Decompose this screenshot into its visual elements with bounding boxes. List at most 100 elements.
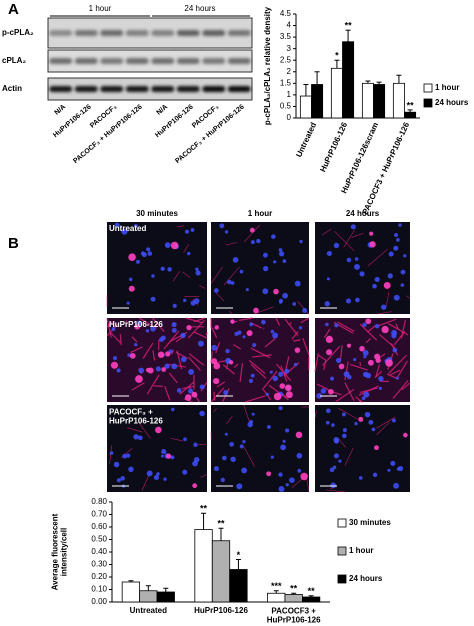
blot-band (100, 86, 124, 92)
legend-label: 1 hour (349, 546, 373, 555)
y-tick-label: 0.40 (91, 547, 107, 556)
micrograph-texture (378, 386, 383, 391)
micrograph-texture (335, 357, 342, 364)
micrograph-texture (314, 353, 319, 372)
blot-band (227, 58, 251, 64)
bar (267, 592, 286, 603)
micrograph-texture (193, 456, 200, 463)
micrograph-texture (389, 369, 401, 376)
row-label: Untreated (109, 224, 146, 233)
blot-band (74, 30, 98, 36)
group-label: 1 hour (89, 4, 112, 13)
y-tick-label: 4.5 (280, 9, 292, 18)
micrograph-texture (152, 350, 156, 361)
blot-band (100, 30, 124, 36)
micrograph-texture (288, 322, 292, 326)
micrograph-texture (128, 285, 135, 292)
micrograph-texture (343, 230, 355, 248)
micrograph-texture (378, 376, 384, 382)
micrograph-texture (213, 391, 216, 401)
micrograph-texture (214, 325, 219, 330)
micrograph-texture (366, 325, 376, 333)
micrograph-texture (164, 385, 171, 401)
micrograph-texture (176, 388, 182, 393)
micrograph-texture (183, 244, 189, 253)
micrograph-texture (109, 445, 113, 465)
blot-band (74, 86, 98, 92)
micrograph-texture (388, 323, 409, 336)
micrograph-texture (213, 408, 217, 413)
significance: ** (308, 586, 316, 596)
bar (284, 594, 303, 603)
micrograph-texture (146, 470, 153, 477)
micrograph-texture (326, 349, 333, 356)
micrograph-texture (361, 396, 366, 401)
bar (373, 84, 386, 119)
micrograph-texture (369, 241, 376, 248)
micrograph-texture (292, 302, 297, 306)
micrograph-texture (266, 425, 271, 429)
micrograph-texture (193, 317, 205, 323)
micrograph-texture (374, 276, 380, 283)
micrograph-texture (390, 460, 396, 466)
micrograph-texture (199, 384, 205, 390)
micrograph-texture (318, 354, 326, 361)
micrograph-texture (270, 329, 275, 334)
micrograph-texture (245, 395, 266, 403)
micrograph-texture (160, 266, 165, 271)
micrograph-texture (297, 468, 302, 473)
micrograph-texture (191, 391, 198, 398)
micrograph-texture (272, 332, 279, 339)
micrograph-texture (343, 371, 350, 378)
micrograph (210, 222, 310, 315)
micrograph-texture (193, 331, 208, 339)
bar (311, 84, 324, 119)
micrograph-texture (381, 325, 389, 334)
micrograph-texture (263, 370, 278, 389)
micrograph-texture (171, 349, 175, 355)
y-tick-label: 1 (287, 90, 292, 99)
blot-strip (47, 49, 253, 73)
micrograph-texture (355, 297, 360, 303)
micrograph-texture (112, 356, 118, 361)
micrograph-texture (329, 467, 335, 473)
micrograph-texture (233, 344, 242, 350)
micrograph-texture (354, 421, 358, 426)
micrograph-texture (374, 324, 380, 329)
micrograph-texture (140, 251, 146, 256)
micrograph-texture (273, 260, 277, 264)
micrograph-texture (265, 392, 269, 396)
micrograph-texture (302, 308, 308, 313)
micrograph-texture (249, 419, 254, 424)
micrograph-texture (241, 467, 248, 474)
micrograph-texture (200, 473, 208, 478)
micrograph-texture (358, 400, 363, 403)
micrograph-texture (279, 300, 283, 304)
micrograph-bg (107, 222, 207, 314)
micrograph-texture (116, 368, 121, 373)
micrograph-texture (157, 351, 165, 358)
bar (156, 591, 175, 603)
bar (194, 529, 213, 603)
micrograph-texture (284, 368, 290, 374)
micrograph-texture (330, 487, 333, 490)
micrograph-texture (213, 466, 219, 472)
micrograph-texture (187, 388, 194, 394)
micrograph-texture (210, 387, 225, 403)
blot-band (176, 58, 200, 64)
blot-band (100, 58, 124, 64)
micrograph-texture (264, 338, 276, 348)
micrograph-texture (125, 320, 128, 324)
micrograph-texture (211, 344, 218, 351)
micrograph-texture (134, 342, 138, 347)
y-tick-label: 0.60 (91, 522, 107, 531)
micrograph-texture (328, 388, 334, 395)
micrograph-texture (345, 298, 352, 304)
micrograph-texture (163, 477, 167, 481)
micrograph-texture (325, 420, 330, 425)
bar (299, 95, 312, 119)
micrograph-texture (171, 327, 177, 333)
micrograph-texture (126, 453, 131, 458)
micrograph-texture (155, 426, 162, 434)
